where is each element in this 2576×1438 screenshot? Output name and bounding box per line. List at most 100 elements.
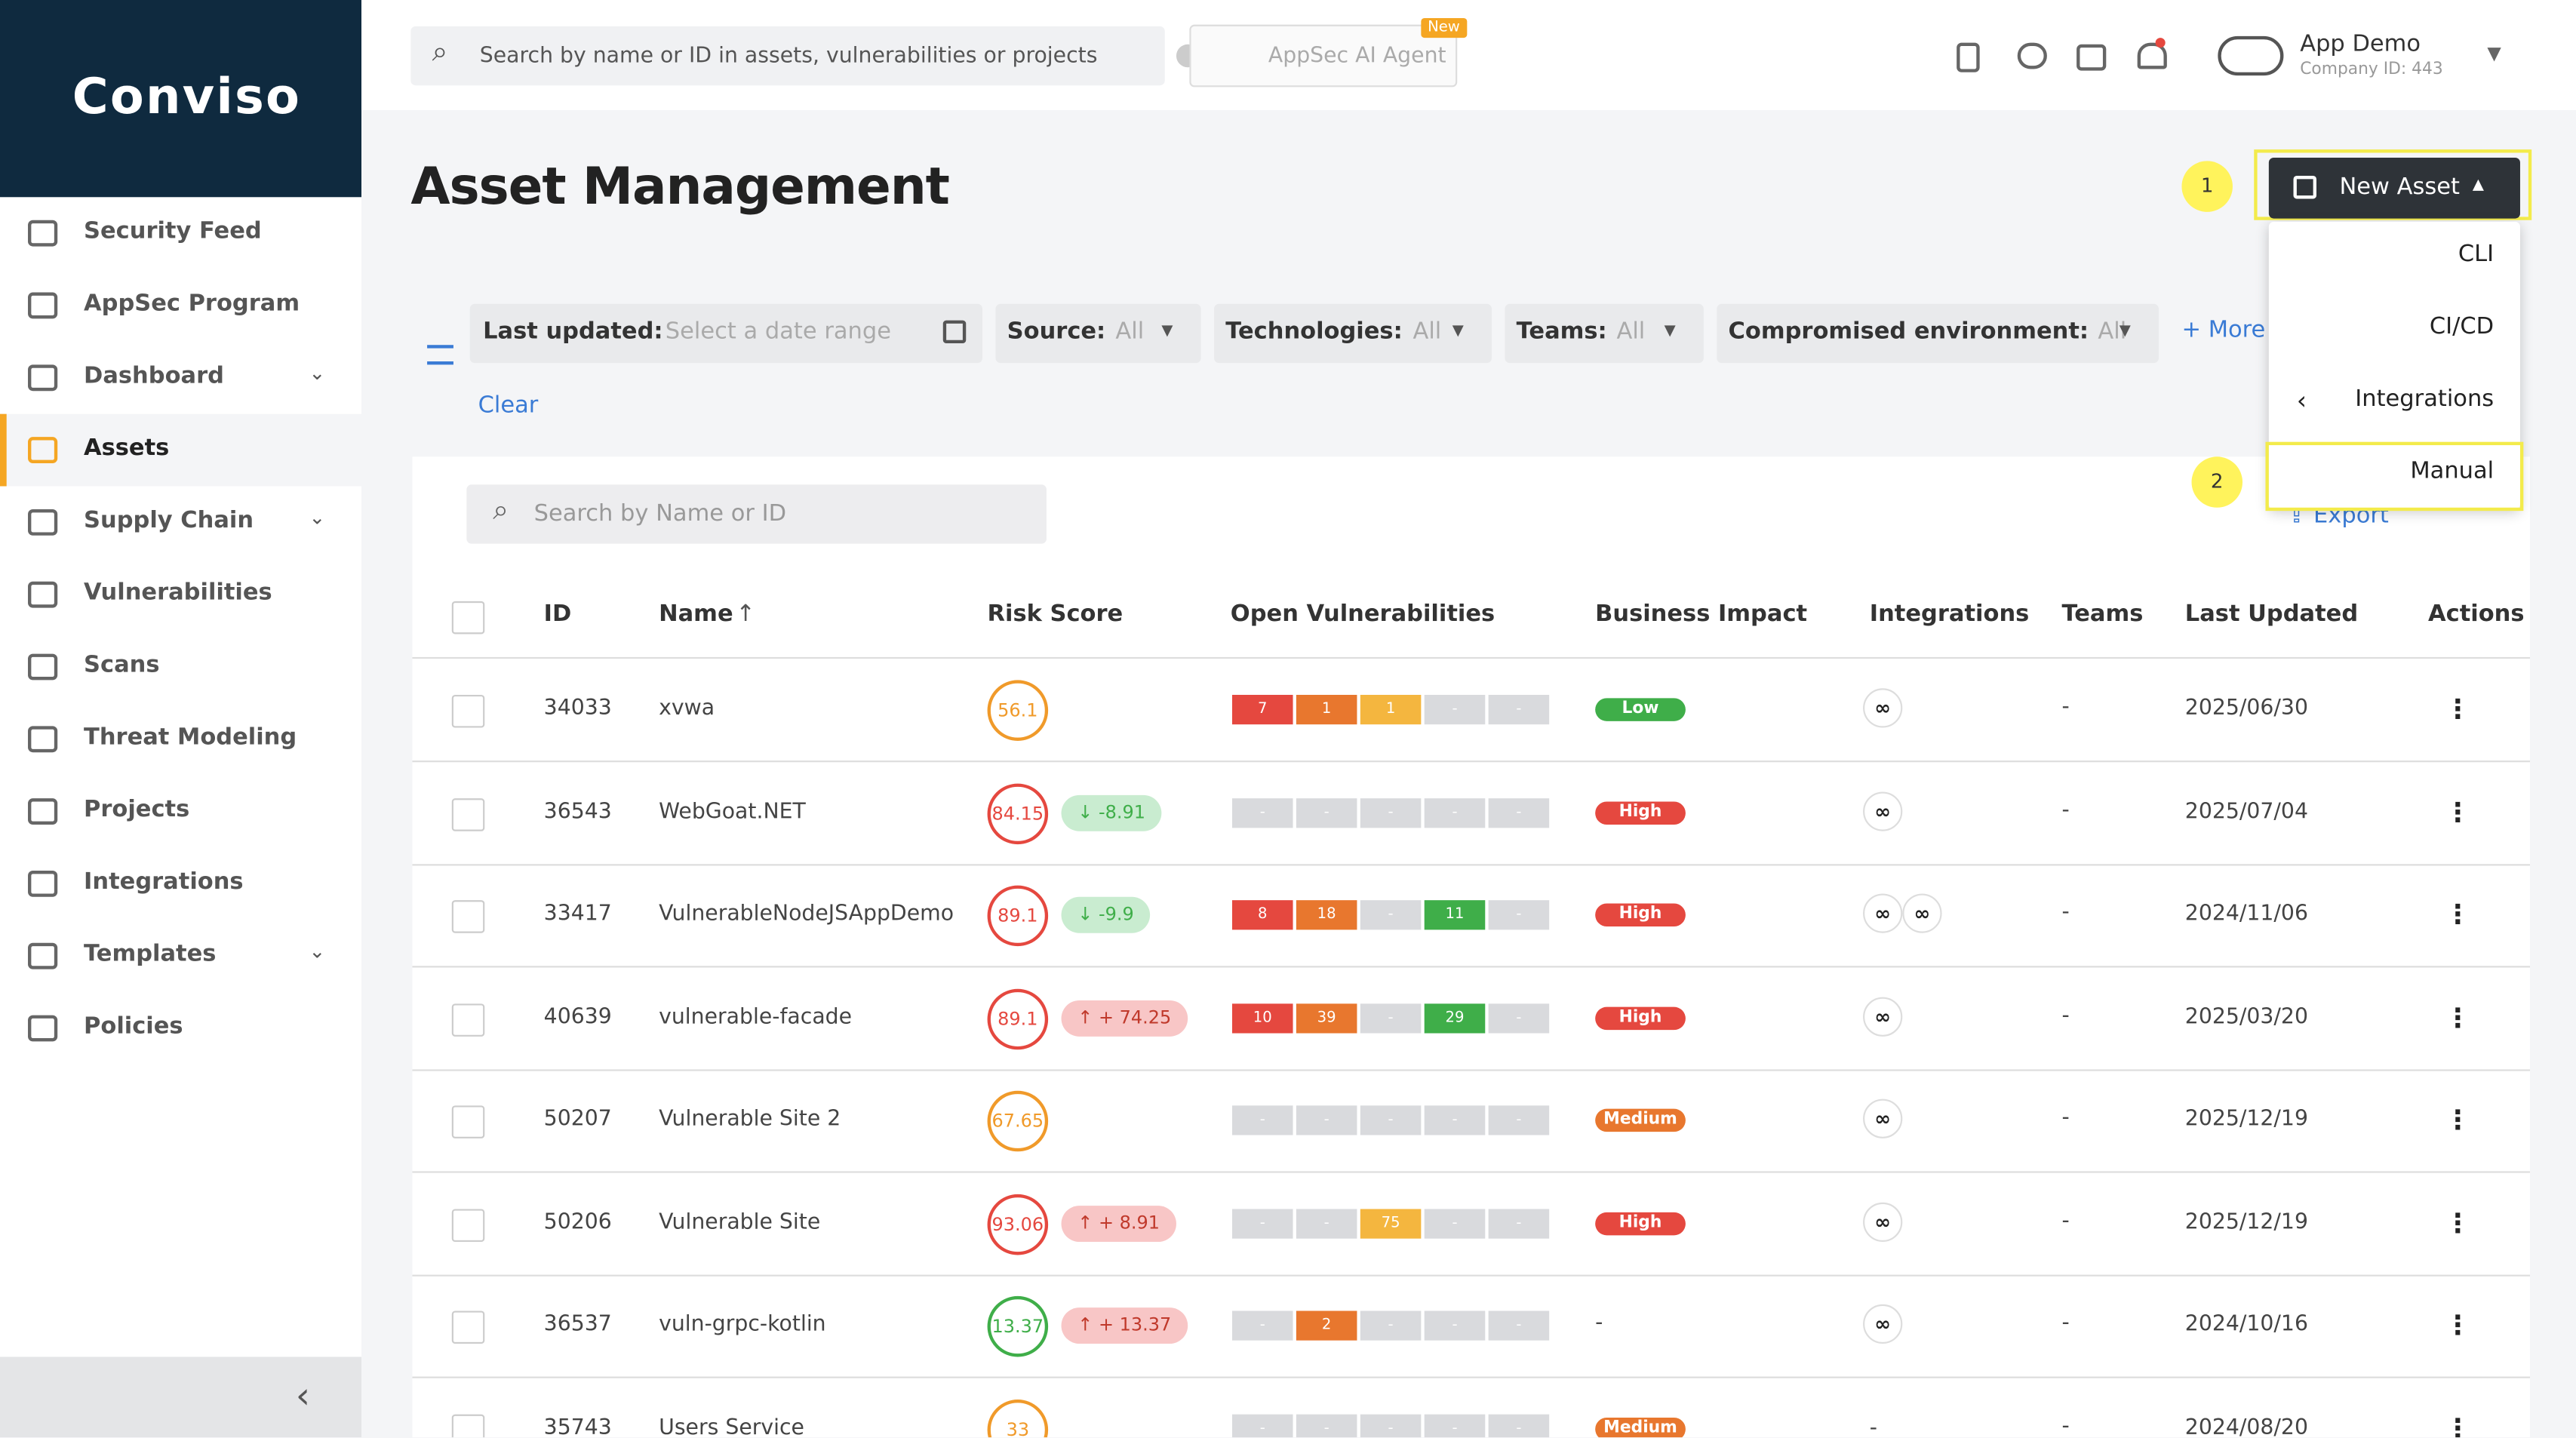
integration-icon[interactable]: ∞ <box>1863 1098 1903 1138</box>
row-checkbox[interactable] <box>451 797 485 831</box>
collapse-bar[interactable] <box>0 1357 362 1438</box>
bell-icon[interactable] <box>2137 42 2167 69</box>
integration-icon[interactable]: ∞ <box>1863 996 1903 1036</box>
nav-icon <box>28 870 58 897</box>
integration-icon[interactable]: ∞ <box>1902 893 1942 933</box>
vuln-count: - <box>1488 1208 1550 1238</box>
row-actions[interactable]: ⋮ <box>2444 693 2471 725</box>
nav-icon <box>28 364 58 392</box>
vuln-count: - <box>1296 1105 1357 1135</box>
column-header[interactable]: Integrations <box>1869 601 2030 628</box>
select-filter[interactable] <box>1505 303 1704 364</box>
integration-icon[interactable]: ∞ <box>1863 688 1903 728</box>
row-checkbox[interactable] <box>451 900 485 933</box>
docs-icon[interactable] <box>1957 42 1980 72</box>
row-actions[interactable]: ⋮ <box>2444 898 2471 930</box>
teams: - <box>2061 1003 2070 1028</box>
asset-name[interactable]: vulnerable-facade <box>659 1004 853 1030</box>
filter-value: All <box>1115 318 1145 346</box>
asset-name[interactable]: Vulnerable Site 2 <box>659 1107 841 1132</box>
integration-icon[interactable]: ∞ <box>1863 893 1903 933</box>
menu-item[interactable]: CI/CD <box>2429 313 2495 340</box>
asset-name[interactable]: Users Service <box>659 1415 804 1438</box>
integration-icon[interactable]: ∞ <box>1863 791 1903 831</box>
nav-icon <box>28 437 58 463</box>
nav-item[interactable]: Threat Modeling <box>84 724 297 751</box>
row-actions[interactable]: ⋮ <box>2444 1309 2471 1341</box>
global-search[interactable] <box>410 26 1165 86</box>
column-header[interactable]: Last Updated <box>2184 601 2359 628</box>
nav-item[interactable]: Dashboard <box>84 363 224 390</box>
vuln-count: - <box>1424 1413 1486 1438</box>
date-filter[interactable] <box>469 303 983 364</box>
row-checkbox[interactable] <box>451 1310 485 1344</box>
nav-item[interactable]: Vulnerabilities <box>84 579 272 607</box>
select-filter[interactable] <box>1717 303 2159 364</box>
asset-name[interactable]: WebGoat.NET <box>659 799 806 824</box>
vuln-count: - <box>1360 1105 1422 1135</box>
menu-item[interactable]: Manual <box>2410 458 2495 485</box>
impact-badge: - <box>1595 1310 1603 1336</box>
chat-icon[interactable] <box>2076 44 2107 71</box>
menu-item[interactable]: Integrations <box>2355 386 2495 413</box>
nav-item[interactable]: Integrations <box>84 868 244 896</box>
column-header[interactable]: Open Vulnerabilities <box>1230 601 1495 628</box>
clear-filters[interactable]: Clear <box>478 392 539 419</box>
integration-icon[interactable]: ∞ <box>1863 1201 1903 1241</box>
filter-icon[interactable] <box>427 345 453 365</box>
more-filters[interactable]: + More <box>2181 317 2266 344</box>
select-filter[interactable] <box>1214 303 1492 364</box>
user-menu-caret[interactable]: ▼ <box>2487 42 2501 64</box>
asset-name[interactable]: VulnerableNodeJSAppDemo <box>659 902 954 926</box>
vuln-count: 10 <box>1231 1003 1293 1033</box>
row-checkbox[interactable] <box>451 1105 485 1138</box>
nav-item[interactable]: Projects <box>84 796 190 823</box>
column-header[interactable]: ID <box>543 601 572 628</box>
column-header[interactable]: Name <box>659 601 733 628</box>
nav-item[interactable]: Security Feed <box>84 218 262 245</box>
row-checkbox[interactable] <box>451 1003 485 1036</box>
expand-chevron[interactable]: ⌄ <box>309 361 326 385</box>
nav-item[interactable]: Scans <box>84 652 160 679</box>
nav-item[interactable]: Supply Chain <box>84 507 254 534</box>
integration-icon[interactable]: ∞ <box>1863 1304 1903 1344</box>
risk-score: 89.1 <box>987 988 1049 1049</box>
nav-item[interactable]: AppSec Program <box>84 290 300 318</box>
column-header[interactable]: Risk Score <box>987 601 1124 628</box>
ai-agent-button[interactable] <box>1189 24 1458 88</box>
table-search[interactable] <box>466 484 1047 544</box>
collapse-icon[interactable]: ‹ <box>295 1376 311 1418</box>
select-filter[interactable] <box>995 303 1201 364</box>
column-header[interactable]: Teams <box>2061 601 2144 628</box>
header-checkbox[interactable] <box>451 601 485 635</box>
row-actions[interactable]: ⋮ <box>2444 1104 2471 1135</box>
impact-badge: High <box>1595 903 1686 926</box>
row-actions[interactable]: ⋮ <box>2444 795 2471 828</box>
row-actions[interactable]: ⋮ <box>2444 1001 2471 1033</box>
trend-value: + 13.37 <box>1099 1314 1172 1336</box>
column-header[interactable]: Actions <box>2428 601 2525 628</box>
trend-arrow: ↓ <box>1077 800 1099 822</box>
nav-item[interactable]: Templates <box>84 941 217 968</box>
row-divider <box>412 1171 2531 1173</box>
menu-item[interactable]: CLI <box>2458 241 2495 268</box>
asset-name[interactable]: vuln-grpc-kotlin <box>659 1312 826 1338</box>
row-actions[interactable]: ⋮ <box>2444 1206 2471 1238</box>
row-checkbox[interactable] <box>451 1208 485 1241</box>
nav-item[interactable]: Assets <box>84 435 170 462</box>
asset-name[interactable]: xvwa <box>659 696 715 721</box>
vuln-count: 2 <box>1296 1310 1357 1341</box>
expand-chevron[interactable]: ⌄ <box>309 505 326 530</box>
new-asset-button[interactable] <box>2268 158 2520 219</box>
row-actions[interactable]: ⋮ <box>2444 1412 2471 1438</box>
vuln-count: - <box>1231 797 1293 828</box>
row-checkbox[interactable] <box>451 694 485 728</box>
avatar[interactable] <box>2218 35 2284 76</box>
vuln-count: 11 <box>1424 900 1486 930</box>
expand-chevron[interactable]: ⌄ <box>309 939 326 963</box>
nav-item[interactable]: Policies <box>84 1013 183 1040</box>
column-header[interactable]: Business Impact <box>1595 601 1808 628</box>
row-checkbox[interactable] <box>451 1413 485 1438</box>
asset-name[interactable]: Vulnerable Site <box>659 1209 821 1235</box>
settings-icon[interactable] <box>2017 42 2047 69</box>
